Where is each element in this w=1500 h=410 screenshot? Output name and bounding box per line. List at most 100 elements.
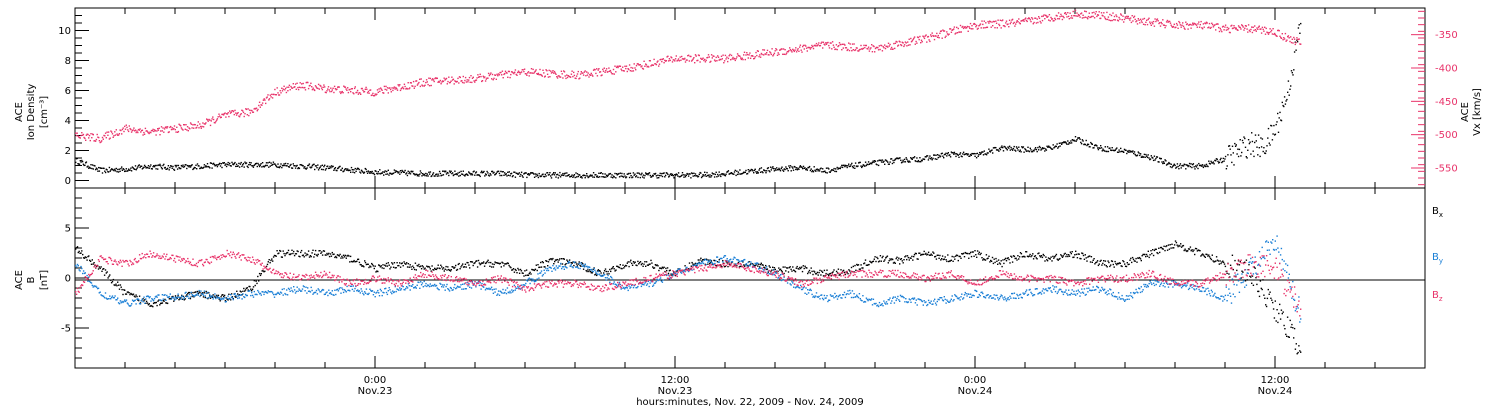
top-point-density (1264, 152, 1266, 154)
top-point-vx (354, 86, 356, 88)
top-point-vx (225, 113, 228, 115)
b-point-by (201, 293, 203, 295)
top-point-density (628, 176, 631, 179)
b-point-bx (785, 270, 787, 272)
top-point-density (1043, 147, 1045, 149)
b-point-by (148, 297, 150, 299)
top-point-density (146, 166, 148, 169)
top-point-density (1264, 152, 1267, 155)
b-point-bx (863, 262, 866, 264)
top-point-vx (618, 65, 621, 67)
top-point-density (865, 164, 867, 167)
top-point-density (780, 167, 782, 170)
b-point-bx (777, 270, 779, 273)
top-point-vx (144, 127, 147, 130)
b-point-bx (594, 274, 596, 276)
top-point-vx (700, 58, 703, 60)
b-point-bx (1027, 256, 1030, 258)
b-point-bx (888, 260, 890, 262)
b-point-bx (925, 252, 927, 255)
b-point-bx (203, 292, 206, 294)
b-point-bx (429, 268, 431, 270)
top-point-vx (1080, 12, 1083, 14)
top-point-vx (1273, 33, 1275, 35)
top-point-density (1226, 165, 1228, 167)
top-point-density (894, 159, 896, 161)
top-point-vx (1216, 23, 1218, 25)
top-point-vx (405, 88, 407, 90)
b-point-bx (360, 264, 362, 266)
b-point-bx (192, 291, 194, 294)
top-point-vx (920, 42, 922, 44)
top-point-density (775, 169, 777, 171)
top-point-density (258, 164, 260, 166)
b-point-bx (536, 269, 538, 272)
top-point-vx (287, 90, 289, 92)
top-point-vx (383, 92, 385, 94)
top-point-vx (836, 48, 838, 51)
top-point-density (1033, 150, 1035, 152)
top-point-vx (356, 91, 358, 94)
top-point-density (172, 165, 174, 168)
b-point-bx (610, 268, 613, 270)
top-point-vx (150, 129, 153, 132)
top-point-vx (536, 73, 538, 75)
top-point-vx (347, 87, 349, 89)
top-point-vx (868, 50, 871, 52)
b-point-bx (656, 264, 658, 266)
top-point-density (1044, 148, 1047, 150)
top-point-density (601, 176, 603, 178)
top-point-density (641, 172, 643, 174)
top-point-density (1130, 150, 1133, 153)
top-point-density (182, 164, 184, 166)
b-point-bx (470, 261, 473, 263)
top-point-vx (992, 25, 994, 27)
top-point-density (1126, 150, 1129, 152)
top-point-density (1237, 148, 1239, 150)
top-point-vx (863, 44, 865, 47)
b-point-bx (1198, 249, 1200, 252)
top-point-density (766, 167, 769, 170)
top-point-vx (567, 75, 569, 77)
top-point-density (1123, 148, 1126, 151)
top-point-density (641, 176, 644, 178)
top-point-vx (639, 64, 641, 66)
top-point-vx (953, 28, 955, 30)
top-point-density (1259, 155, 1261, 158)
b-point-bx (1273, 317, 1276, 319)
top-point-density (1237, 155, 1240, 158)
top-point-density (562, 172, 564, 175)
top-point-density (918, 161, 920, 163)
top-point-vx (481, 80, 483, 83)
b-point-bx (437, 264, 439, 266)
top-point-vx (815, 42, 818, 45)
b-point-by (191, 294, 193, 296)
top-point-vx (763, 49, 766, 51)
top-point-density (733, 171, 736, 173)
b-point-bx (289, 253, 291, 256)
b-point-bx (870, 262, 873, 264)
top-point-density (510, 172, 513, 175)
top-point-density (481, 172, 484, 174)
top-point-vx (501, 74, 503, 76)
top-point-vx (1282, 39, 1284, 41)
top-point-density (1051, 148, 1053, 150)
top-point-vx (1267, 32, 1269, 34)
top-point-vx (1202, 23, 1205, 25)
top-point-density (909, 161, 911, 163)
b-point-by (89, 281, 92, 284)
top-point-vx (772, 54, 775, 56)
b-point-bx (518, 269, 520, 271)
top-point-vx (1257, 28, 1259, 30)
b-point-bx (490, 266, 493, 268)
b-point-bx (295, 253, 298, 255)
top-point-density (953, 153, 955, 155)
top-point-vx (326, 90, 328, 92)
top-point-density (804, 167, 806, 169)
b-point-bx (987, 257, 989, 259)
top-point-vx (922, 35, 924, 37)
b-point-bx (137, 299, 139, 301)
top-point-vx (782, 53, 784, 55)
b-point-bx (124, 289, 126, 291)
top-point-vx (700, 57, 702, 60)
